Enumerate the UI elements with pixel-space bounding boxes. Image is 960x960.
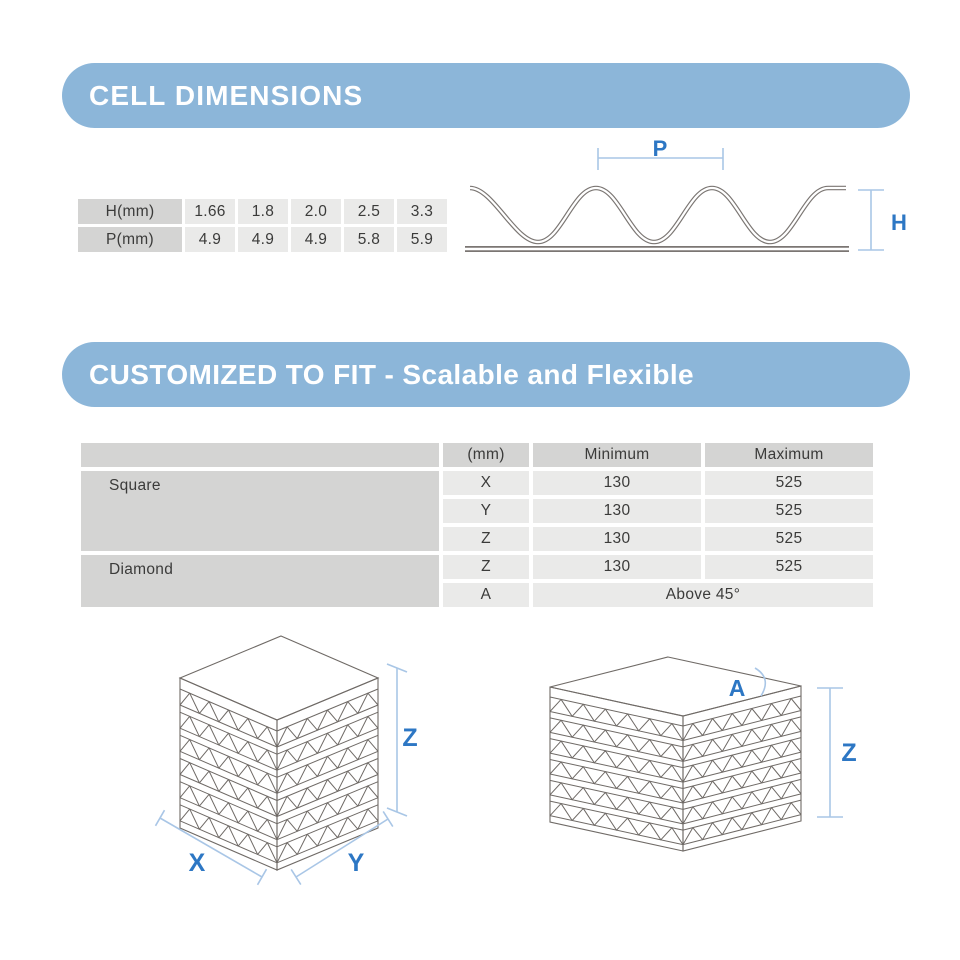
pitch-label: P: [653, 136, 668, 161]
p-value: 4.9: [238, 227, 288, 252]
table-row: Diamond Z 130 525: [81, 555, 873, 607]
table-row: A Above 45°: [81, 583, 873, 607]
cell-dimensions-table: H(mm) 1.66 1.8 2.0 2.5 3.3 P(mm) 4.9 4.9…: [75, 196, 450, 255]
flute-wave: [469, 185, 846, 245]
angle-arc: [754, 667, 767, 697]
height-dimension: H: [858, 189, 907, 251]
col-header-minimum: Minimum: [533, 443, 701, 467]
z-dimension-label: Z: [841, 739, 856, 767]
pitch-dimension: P: [597, 136, 724, 170]
banner-customized-title: CUSTOMIZED TO FIT - Scalable and Flexibl…: [89, 358, 695, 390]
p-value: 4.9: [291, 227, 341, 252]
angle-span-cell: Above 45°: [533, 583, 873, 607]
h-value: 2.5: [344, 199, 394, 224]
table-row: H(mm) 1.66 1.8 2.0 2.5 3.3: [78, 199, 447, 224]
axis-cell: Z: [443, 527, 529, 551]
h-value: 2.0: [291, 199, 341, 224]
col-header-maximum: Maximum: [705, 443, 873, 467]
corner-cell: [81, 443, 439, 467]
p-value: 5.8: [344, 227, 394, 252]
height-label: H: [891, 210, 907, 235]
axis-cell: Y: [443, 499, 529, 523]
size-spec-table: (mm) Minimum Maximum Square X 130 525 Y …: [77, 439, 877, 611]
row-header-p: P(mm): [78, 227, 182, 252]
angle-dimension-label: A: [729, 675, 746, 701]
max-cell: 525: [705, 555, 873, 579]
p-value: 4.9: [185, 227, 235, 252]
col-header-mm: (mm): [443, 443, 529, 467]
banner-cell-dimensions: CELL DIMENSIONS: [62, 63, 910, 128]
axis-cell: A: [443, 583, 529, 607]
min-cell: 130: [533, 499, 701, 523]
row-header-h: H(mm): [78, 199, 182, 224]
z-dimension-label: Z: [402, 724, 417, 752]
table-row: P(mm) 4.9 4.9 4.9 5.8 5.9: [78, 227, 447, 252]
min-cell: 130: [533, 527, 701, 551]
table-row: Square X 130 525: [81, 471, 873, 551]
h-value: 3.3: [397, 199, 447, 224]
max-cell: 525: [705, 527, 873, 551]
x-dimension-label: X: [189, 849, 206, 877]
p-value: 5.9: [397, 227, 447, 252]
axis-cell: Z: [443, 555, 529, 579]
group-label-square: Square: [81, 471, 439, 551]
banner-cell-dimensions-title: CELL DIMENSIONS: [89, 79, 364, 111]
group-label-diamond: Diamond: [81, 555, 439, 607]
banner-customized-to-fit: CUSTOMIZED TO FIT - Scalable and Flexibl…: [62, 342, 910, 407]
flute-profile-diagram: P H: [465, 136, 907, 252]
header-row: (mm) Minimum Maximum: [81, 443, 873, 467]
cube-square: X Y Z: [154, 635, 418, 886]
h-value: 1.8: [238, 199, 288, 224]
table-row: Y 130 525: [81, 499, 873, 523]
min-cell: 130: [533, 471, 701, 495]
cube-diamond: AZ: [549, 656, 857, 852]
y-dimension-label: Y: [348, 849, 365, 877]
table-row: Z 130 525: [81, 527, 873, 551]
h-value: 1.66: [185, 199, 235, 224]
axis-cell: X: [443, 471, 529, 495]
max-cell: 525: [705, 499, 873, 523]
max-cell: 525: [705, 471, 873, 495]
min-cell: 130: [533, 555, 701, 579]
